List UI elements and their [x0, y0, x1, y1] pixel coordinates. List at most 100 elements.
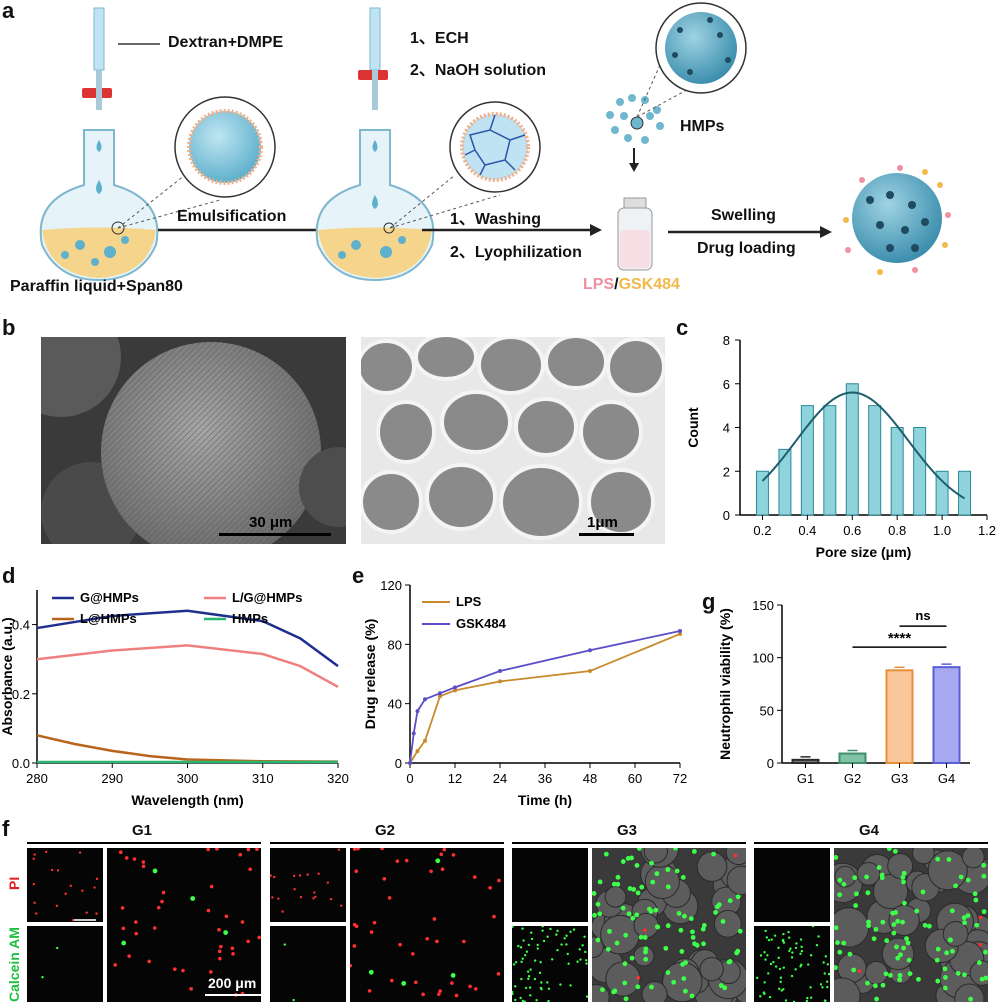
- x-tick-label: G2: [844, 771, 861, 786]
- panel-label-c: c: [676, 315, 689, 340]
- synthesis-schematic: [39, 2, 951, 282]
- significance-label: ****: [888, 630, 912, 647]
- panel-label-g: g: [702, 589, 716, 614]
- reagent-label: Dextran+DMPE: [168, 34, 284, 51]
- merged-image: [107, 848, 261, 1002]
- group-label: G3: [617, 822, 638, 839]
- lps-label: LPS: [583, 276, 615, 293]
- scale-label-1: 30 μm: [249, 514, 293, 531]
- pi-channel-image: [270, 848, 346, 922]
- data-point: [411, 731, 416, 736]
- panel-label-d: d: [2, 563, 16, 588]
- merged-image: [350, 848, 504, 1002]
- chart-c: 0 2 4 6 8 0.2 0.4 0.6 0.8 1.0 1.2 Pore size (μm) Cou…: [685, 333, 996, 560]
- y-tick-label: 40: [388, 697, 402, 712]
- legend-label: G@HMPs: [80, 590, 139, 605]
- x-axis-label: Pore size (μm): [816, 544, 912, 560]
- x-tick-label: 12: [448, 771, 462, 786]
- scale-label-f: 200 μm: [208, 975, 257, 991]
- x-tick-label: 60: [628, 771, 642, 786]
- x-tick-label: 36: [538, 771, 552, 786]
- x-tick-label: 48: [583, 771, 597, 786]
- pi-channel-image: [754, 848, 830, 922]
- merged-image: [592, 848, 746, 1002]
- merged-image: [834, 848, 988, 1002]
- bar: [932, 666, 961, 764]
- calcein-channel-image: [270, 926, 346, 1002]
- x-tick-label: 0.4: [798, 523, 816, 538]
- significance-label: ns: [915, 608, 930, 623]
- zoom-droplet-2: [449, 101, 541, 193]
- x-tick-label: 1.0: [933, 523, 951, 538]
- y-tick-label: 150: [752, 598, 774, 613]
- y-axis-label: Count: [685, 407, 701, 448]
- calcein-label: Calcein AM: [6, 927, 22, 1002]
- x-tick-label: 320: [327, 771, 349, 786]
- calcein-channel-image: [512, 926, 588, 1002]
- y-tick-label: 0: [723, 508, 730, 523]
- data-point: [678, 631, 682, 636]
- data-point: [588, 648, 592, 653]
- flask-1: [39, 7, 159, 282]
- data-point: [438, 691, 442, 696]
- chart-e: 0 40 80 120 0 12 24 36 48 60 72 LPS GSK484 Time (h) Dr…: [362, 578, 687, 808]
- zoom-hmp: [655, 2, 747, 94]
- bar: [885, 669, 914, 764]
- data-point: [453, 688, 457, 693]
- pi-channel-image: [512, 848, 588, 922]
- legend-label: L/G@HMPs: [232, 590, 302, 605]
- x-tick-label: G1: [797, 771, 814, 786]
- group-divider: [27, 842, 261, 844]
- x-tick-label: 300: [177, 771, 199, 786]
- data-point: [588, 669, 592, 674]
- legend-label: GSK484: [456, 616, 507, 631]
- bar: [913, 427, 927, 516]
- x-tick-label: 0.8: [888, 523, 906, 538]
- data-point: [498, 679, 502, 684]
- data-point: [408, 761, 412, 765]
- gaussian-fit: [761, 391, 966, 500]
- y-tick-label: 0: [395, 756, 402, 771]
- y-tick-label: 100: [752, 651, 774, 666]
- gsk-label: GSK484: [618, 276, 680, 293]
- data-point: [498, 669, 502, 674]
- y-axis-label: Drug release (%): [362, 619, 378, 729]
- panel-label-f: f: [2, 816, 10, 841]
- group-divider: [270, 842, 504, 844]
- swelling-label: Swelling: [711, 207, 776, 224]
- hmp-cluster: [606, 94, 664, 144]
- flask-2: [315, 7, 435, 282]
- x-tick-label: 72: [673, 771, 687, 786]
- data-point: [438, 694, 442, 699]
- sem-image-pores: 1μm: [361, 337, 665, 544]
- x-axis-label: Wavelength (nm): [131, 792, 243, 808]
- bar: [868, 405, 882, 516]
- y-tick-label: 0.2: [12, 687, 30, 702]
- calcein-channel-image: [754, 926, 830, 1002]
- y-tick-label: 6: [723, 377, 730, 392]
- chart-g: 0 50 100 150 G1 G2 G3 G4 ****ns Neutrophil viabil…: [717, 598, 970, 786]
- pi-label: PI: [6, 876, 22, 890]
- data-point: [678, 628, 682, 633]
- x-tick-label: 310: [252, 771, 274, 786]
- y-tick-label: 0: [767, 756, 774, 771]
- drug-label: LPS/GSK484: [583, 276, 680, 294]
- bar: [823, 405, 837, 516]
- scale-bar-2: [579, 533, 634, 536]
- scale-bar-f2: [205, 994, 262, 996]
- slash-label: /: [614, 276, 619, 293]
- data-point: [423, 697, 427, 702]
- bar: [791, 758, 820, 764]
- legend-label: L@HMPs: [80, 611, 137, 626]
- x-tick-label: 24: [493, 771, 507, 786]
- step-ech: 1、ECH: [410, 30, 469, 47]
- bar: [838, 752, 867, 765]
- group-label: G4: [859, 822, 880, 839]
- x-tick-label: G3: [891, 771, 908, 786]
- x-axis-label: Time (h): [518, 792, 572, 808]
- scale-bar-f1: [74, 919, 96, 921]
- y-tick-label: 8: [723, 333, 730, 348]
- zoom-droplet-1: [174, 96, 276, 198]
- x-tick-label: G4: [938, 771, 955, 786]
- data-point: [415, 749, 420, 754]
